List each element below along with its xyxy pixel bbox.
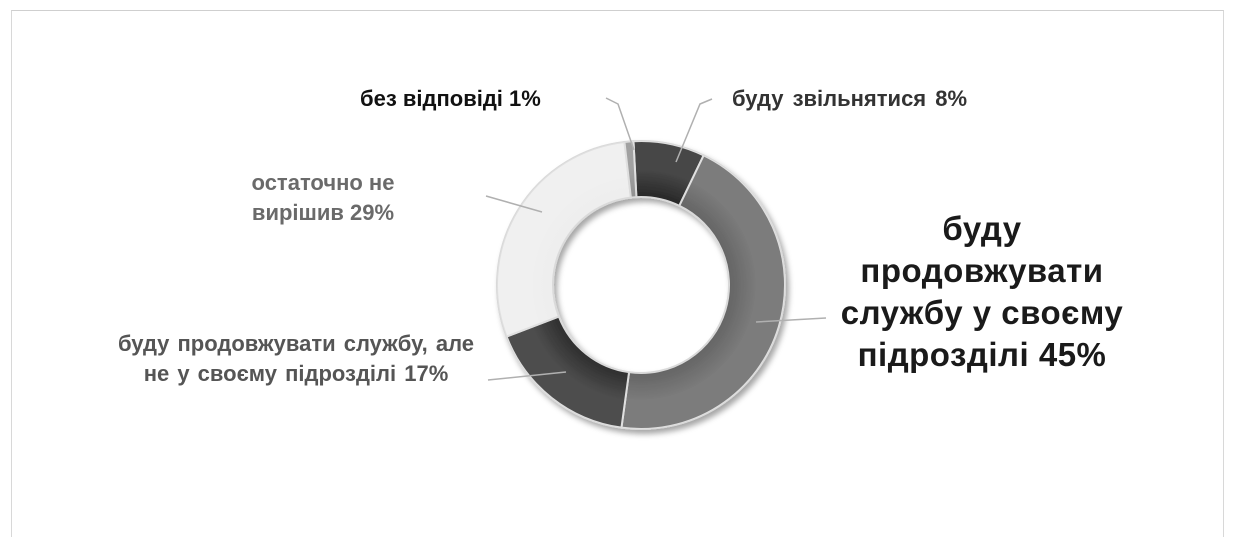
leader-line-no-answer [605,97,635,151]
data-label-undecided: остаточно не вирішив 29% [251,170,395,225]
ring-sheen [497,141,785,429]
data-label-continue-other-unit: буду продовжувати службу, але не у своєм… [117,331,475,386]
leader-line-quit [675,98,713,163]
chart-frame [11,10,1224,537]
data-label-no-answer: без відповіді 1% [360,86,541,111]
data-label-continue-own-unit: буду продовжувати службу у своєму підроз… [840,210,1124,373]
leader-line-continue-other [487,371,567,381]
leader-line-continue-own [755,317,827,323]
leader-line-undecided [485,195,543,213]
data-label-quit: буду звільнятися 8% [732,86,968,111]
